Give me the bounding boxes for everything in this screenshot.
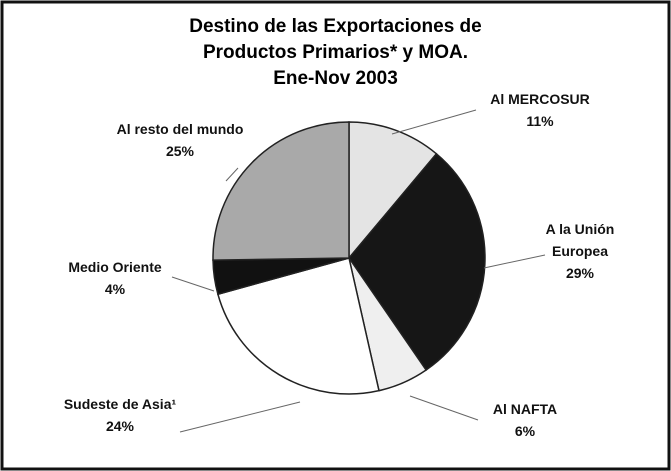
category-label: A la Unión Europea bbox=[545, 221, 615, 259]
value-label: 4% bbox=[104, 281, 126, 297]
chart-title: Destino de las Exportaciones de Productos… bbox=[0, 14, 671, 92]
slice-label: Medio Oriente 4% bbox=[45, 256, 185, 300]
title-line: Destino de las Exportaciones de bbox=[189, 16, 482, 37]
category-label: Al NAFTA bbox=[492, 401, 558, 417]
leader-line bbox=[391, 109, 477, 135]
slice-label: Al resto del mundo 25% bbox=[115, 118, 245, 162]
value-label: 25% bbox=[165, 143, 195, 159]
leader-line bbox=[409, 395, 479, 421]
category-label: Al MERCOSUR bbox=[490, 91, 590, 107]
category-label: Sudeste de Asia¹ bbox=[63, 396, 177, 412]
pie-slice bbox=[216, 257, 380, 395]
value-label: 29% bbox=[565, 265, 595, 281]
leader-line bbox=[225, 167, 239, 182]
value-label: 11% bbox=[526, 113, 554, 129]
category-label: Medio Oriente bbox=[68, 259, 162, 275]
leader-line bbox=[171, 276, 215, 292]
slice-label: Al NAFTA 6% bbox=[460, 398, 590, 442]
title-line: Ene-Nov 2003 bbox=[273, 68, 398, 89]
pie-slice bbox=[212, 121, 350, 261]
title-line: Productos Primarios* y MOA. bbox=[202, 42, 468, 63]
value-label: 24% bbox=[105, 418, 135, 434]
slice-label: Al MERCOSUR 11% bbox=[470, 88, 610, 132]
slice-label: A la Unión Europea 29% bbox=[520, 218, 640, 284]
leader-line bbox=[179, 401, 301, 433]
value-label: 6% bbox=[514, 423, 536, 439]
leader-line bbox=[483, 254, 546, 269]
pie-slice bbox=[348, 152, 486, 372]
slice-label: Sudeste de Asia¹ 24% bbox=[55, 393, 185, 437]
category-label: Al resto del mundo bbox=[116, 121, 244, 137]
pie-slice bbox=[348, 121, 438, 261]
